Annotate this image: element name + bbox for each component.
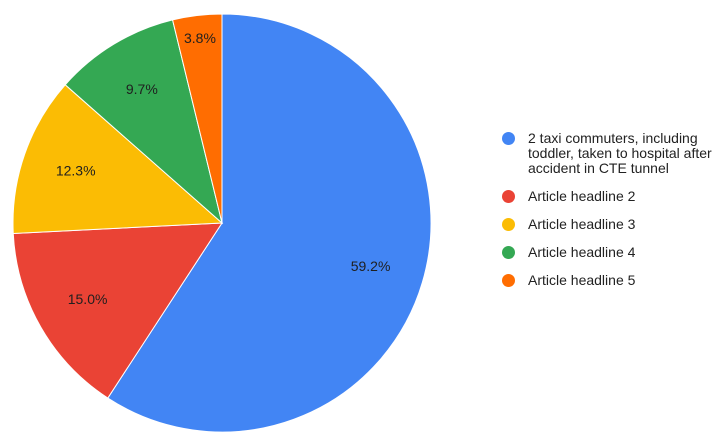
legend-color-dot <box>502 246 515 259</box>
legend-label: Article headline 4 <box>528 244 636 260</box>
pie-slice-2[interactable] <box>12 222 223 399</box>
legend-color-dot <box>502 218 515 231</box>
legend-item[interactable]: Article headline 2 <box>502 189 724 204</box>
slice-value-label: 12.3% <box>56 163 96 179</box>
pie-slices <box>12 13 432 433</box>
legend-label: Article headline 3 <box>528 216 636 232</box>
legend-item[interactable]: Article headline 4 <box>502 245 724 260</box>
slice-value-label: 15.0% <box>68 291 108 307</box>
legend-item[interactable]: Article headline 5 <box>502 273 724 288</box>
pie-slice-5[interactable] <box>171 13 223 224</box>
slice-value-label: 3.8% <box>184 30 216 46</box>
legend-color-dot <box>502 132 515 145</box>
pie-slice-4[interactable] <box>64 19 223 225</box>
legend-color-dot <box>502 274 515 287</box>
legend-item[interactable]: Article headline 3 <box>502 217 724 232</box>
pie-slice-labels: 59.2% 15.0% 12.3% 9.7% 3.8% <box>56 30 391 307</box>
legend-item[interactable]: 2 taxi commuters, including toddler, tak… <box>502 131 724 176</box>
legend-color-dot <box>502 190 515 203</box>
pie-slice-1[interactable] <box>107 13 432 433</box>
pie-slice-3[interactable] <box>12 84 224 235</box>
slice-value-label: 59.2% <box>351 258 391 274</box>
chart-legend: 2 taxi commuters, including toddler, tak… <box>502 131 724 301</box>
legend-label: Article headline 2 <box>528 188 636 204</box>
slice-value-label: 9.7% <box>126 81 158 97</box>
legend-label: 2 taxi commuters, including toddler, tak… <box>528 130 712 176</box>
legend-label: Article headline 5 <box>528 272 636 288</box>
